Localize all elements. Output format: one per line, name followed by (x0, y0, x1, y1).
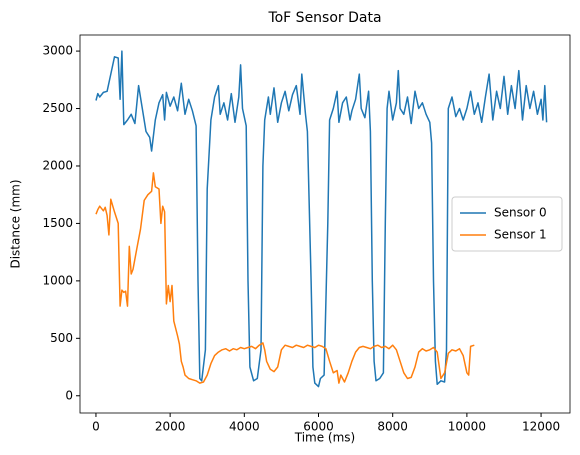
legend-label: Sensor 0 (494, 206, 547, 220)
x-tick-label: 0 (92, 420, 100, 434)
y-tick-label: 3000 (42, 44, 73, 58)
y-tick-label: 2500 (42, 101, 73, 115)
line-series (95, 50, 548, 388)
x-tick-label: 12000 (522, 420, 560, 434)
x-tick-label: 10000 (448, 420, 486, 434)
chart-title: ToF Sensor Data (267, 10, 381, 26)
y-tick-label: 2000 (42, 158, 73, 172)
plot-frame (79, 34, 571, 414)
x-tick-label: 4000 (229, 420, 260, 434)
x-tick-label: 6000 (303, 420, 334, 434)
line-series (95, 172, 475, 384)
y-tick-label: 1000 (42, 273, 73, 287)
y-axis-label: Distance (mm) (9, 179, 23, 268)
legend-box (451, 196, 563, 252)
y-tick-label: 0 (65, 388, 73, 402)
legend-label: Sensor 1 (494, 228, 547, 242)
x-tick-label: 2000 (155, 420, 186, 434)
y-tick-label: 500 (50, 331, 73, 345)
x-tick-label: 8000 (377, 420, 408, 434)
y-tick-label: 1500 (42, 216, 73, 230)
x-axis-label: Time (ms) (294, 431, 356, 445)
